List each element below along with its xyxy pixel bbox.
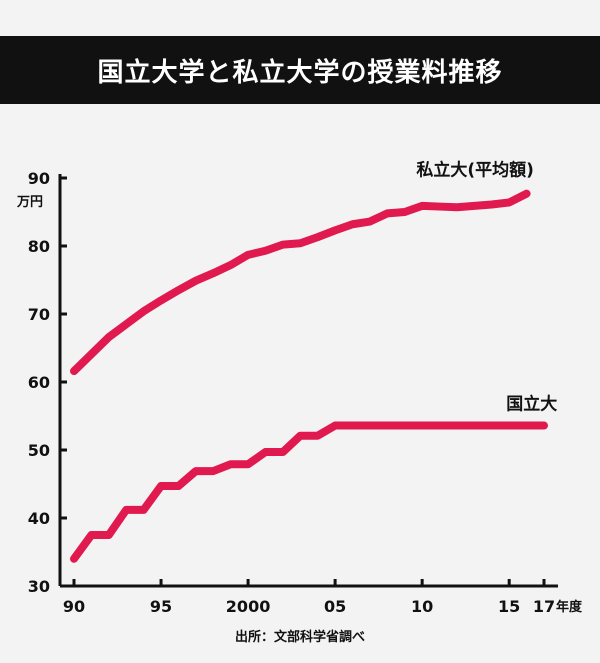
source-note: 出所：文部科学省調べ [234, 630, 365, 645]
series-label-private: 私立大(平均額) [416, 160, 534, 181]
x-tick-label: 15 [498, 597, 520, 616]
page-title: 国立大学と私立大学の授業料推移 [97, 57, 503, 88]
x-tick-label: 05 [324, 597, 346, 616]
y-unit-label: 万円 [16, 195, 43, 210]
y-tick-label: 70 [28, 305, 50, 324]
y-tick-label: 40 [28, 509, 50, 528]
x-tick-label: 95 [150, 597, 172, 616]
x-tick-label: 2000 [226, 597, 271, 616]
y-tick-label: 60 [28, 373, 50, 392]
y-tick-label: 30 [28, 577, 50, 596]
series-line-2 [70, 421, 548, 563]
y-tick-label: 80 [28, 237, 50, 256]
title-bar: 国立大学と私立大学の授業料推移 [0, 36, 600, 104]
y-tick-label: 90 [28, 169, 50, 188]
series-line-1 [70, 189, 531, 376]
x-unit-label: 年度 [556, 599, 583, 615]
x-tick-label: 90 [63, 597, 85, 616]
series-label-national: 国立大 [506, 394, 557, 415]
x-tick-label: 10 [411, 597, 433, 616]
x-tick-label: 17 [533, 597, 555, 616]
y-tick-label: 50 [28, 441, 50, 460]
